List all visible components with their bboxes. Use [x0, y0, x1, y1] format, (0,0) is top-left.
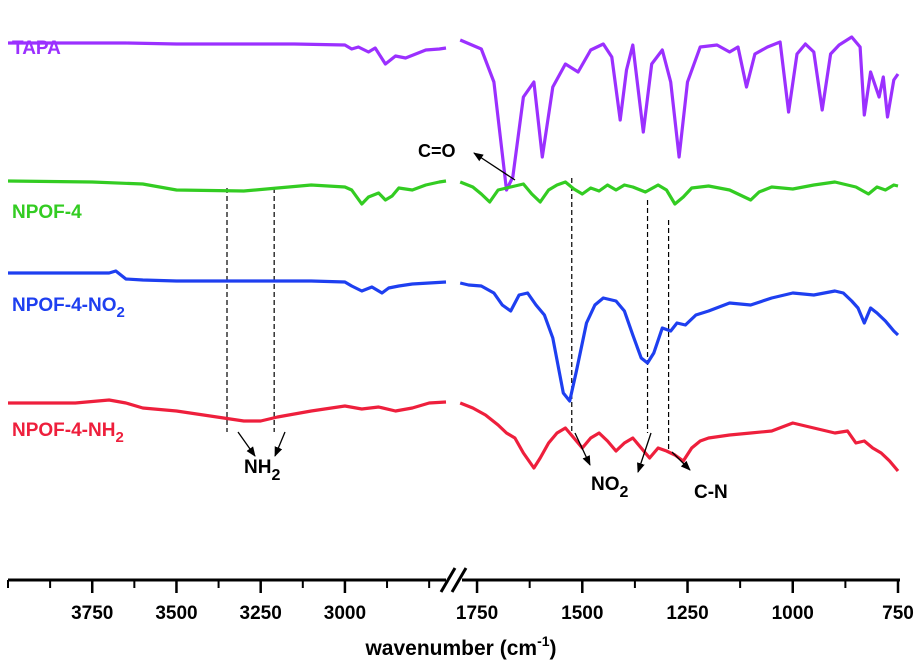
x-tick-label: 1000 — [772, 603, 814, 624]
x-axis-title: wavenumber (cm-1) — [364, 633, 556, 660]
annotation-amine: NH2 — [237, 431, 286, 484]
spectra — [7, 35, 900, 473]
x-tick-label: 1750 — [456, 603, 498, 624]
x-tick-label: 750 — [882, 603, 914, 624]
svg-text:NH2: NH2 — [244, 457, 280, 484]
annotation-carbonyl: C=O — [418, 141, 516, 181]
x-tick-label: 3500 — [155, 603, 197, 624]
svg-text:NO2: NO2 — [591, 474, 629, 501]
series-line-npof-4-no2-part2 — [459, 281, 900, 403]
x-tick-label: 1250 — [666, 603, 708, 624]
series-label-npof-4: NPOF-4 — [12, 202, 82, 223]
x-tick-label: 1500 — [561, 603, 603, 624]
series-line-npof-4-nh2-part2 — [459, 401, 900, 473]
x-tick-label: 3250 — [240, 603, 282, 624]
axis-break-marker — [439, 565, 468, 595]
series-line-tapa-part2 — [459, 35, 900, 192]
series-line-npof-4-part1 — [7, 179, 447, 206]
series-line-npof-4-nh2-part1 — [8, 398, 447, 423]
x-axis: 3750 3500 3250 3000 1750 1500 1250 1000 750 wave… — [7, 565, 914, 660]
x-tick-label: 3000 — [324, 603, 366, 624]
series-label-npof-4-no2: NPOF-4-NO2 — [12, 295, 125, 321]
svg-text:C-N: C-N — [694, 482, 728, 503]
annotation-cn: C-N — [671, 451, 728, 503]
series-line-npof-4-no2-part1 — [8, 269, 447, 295]
annotation-nitro: NO2 — [574, 432, 652, 501]
svg-text:C=O: C=O — [418, 141, 456, 161]
x-axis-ticks: 3750 3500 3250 3000 1750 1500 1250 1000 750 — [7, 580, 914, 624]
series-label-npof-4-nh2: NPOF-4-NH2 — [12, 420, 124, 446]
guide-lines — [226, 178, 670, 452]
series-line-npof-4-part2 — [459, 180, 899, 206]
series-label-tapa: TAPA — [12, 38, 61, 59]
series-line-tapa-part1 — [8, 41, 447, 66]
x-tick-label: 3750 — [71, 603, 113, 624]
